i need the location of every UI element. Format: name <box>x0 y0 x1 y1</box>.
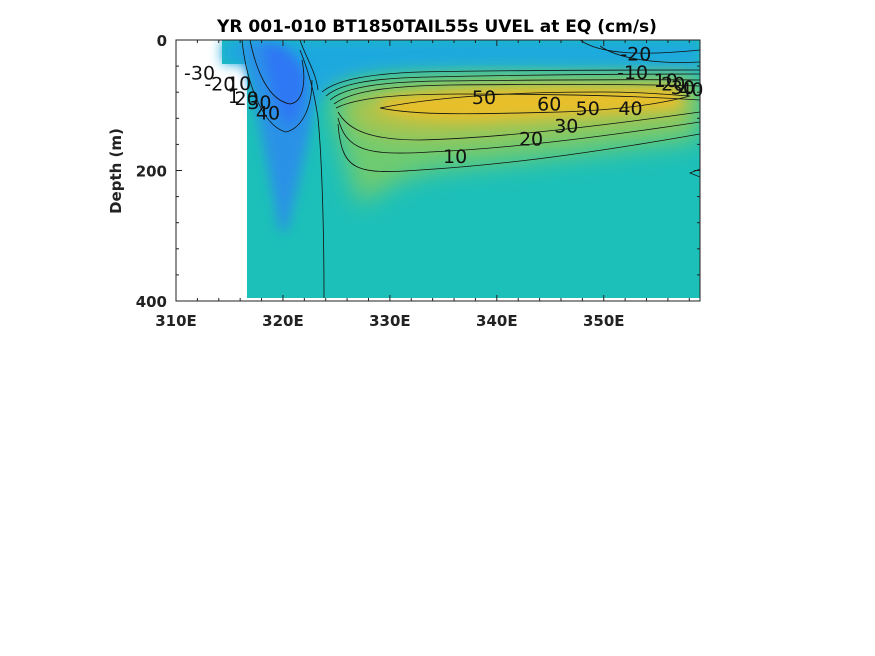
x-tick-label: 310E <box>155 312 197 330</box>
y-axis-label: Depth (m) <box>107 128 125 214</box>
x-tick-label: 320E <box>262 312 304 330</box>
y-axis: 0 200 400 <box>136 32 700 311</box>
contour-label: 40 <box>679 79 703 101</box>
contour-label: -20 <box>204 74 235 96</box>
y-tick-label: 400 <box>136 293 167 311</box>
contour-label: -10 <box>617 62 648 84</box>
contour-label: 10 <box>443 146 467 168</box>
contour-label: 30 <box>554 115 578 137</box>
contour-label: 30 <box>671 77 695 99</box>
contour-label: 20 <box>234 88 258 110</box>
contour-label: 20 <box>661 74 685 96</box>
chart-title: YR 001-010 BT1850TAIL55s UVEL at EQ (cm/… <box>216 17 657 37</box>
contour-label: 50 <box>576 98 600 120</box>
x-axis: 310E 320E 330E 340E 350E <box>155 40 690 330</box>
contour-label: -30 <box>184 63 215 85</box>
contour-label: 20 <box>519 129 543 151</box>
x-tick-label: 350E <box>583 312 625 330</box>
contour-label: -20 <box>620 44 651 66</box>
x-tick-label: 330E <box>369 312 411 330</box>
contour-label: 50 <box>472 87 496 109</box>
field-western-core-inner <box>262 43 306 128</box>
contour-label: 10 <box>654 70 678 92</box>
contour-label: 1 <box>228 86 240 108</box>
contour-lines <box>241 40 700 299</box>
y-tick-label: 200 <box>136 163 167 181</box>
filled-contour-field <box>222 40 700 298</box>
y-tick-label: 0 <box>157 32 167 50</box>
contour-label: 30 <box>247 92 271 114</box>
contour-label: 60 <box>537 93 561 115</box>
x-tick-label: 340E <box>476 312 518 330</box>
field-upper-band <box>222 40 700 150</box>
contour-label: 40 <box>618 98 642 120</box>
contour-label: 40 <box>256 102 280 124</box>
contour-label: 10 <box>227 73 251 95</box>
